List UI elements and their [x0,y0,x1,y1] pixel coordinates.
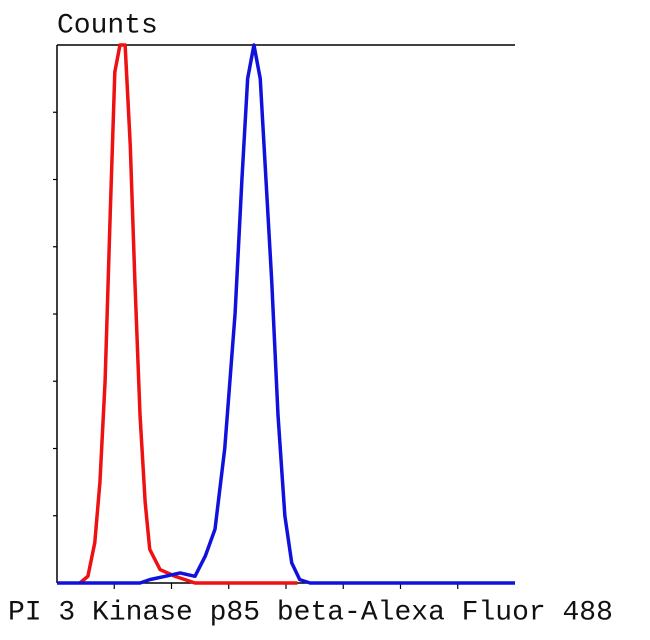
x-axis-label: PI 3 Kinase p85 beta-Alexa Fluor 488 [8,597,613,628]
histogram-line [78,43,298,585]
histogram-line [57,43,515,585]
y-axis-label: Counts [57,10,158,41]
